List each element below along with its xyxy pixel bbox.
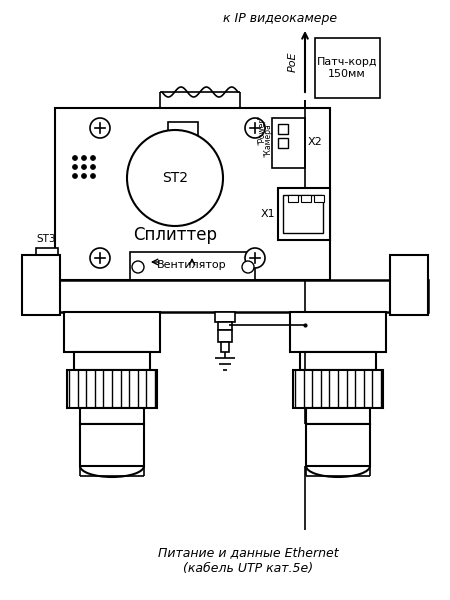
- Circle shape: [90, 248, 110, 268]
- Bar: [314, 195, 324, 202]
- Circle shape: [245, 248, 265, 268]
- Bar: [315, 38, 380, 98]
- Text: Питание и данные Ethernet: Питание и данные Ethernet: [158, 546, 338, 559]
- Bar: [22, 255, 60, 315]
- Circle shape: [90, 164, 95, 169]
- Bar: [168, 122, 198, 136]
- Bar: [80, 408, 144, 424]
- Text: X1: X1: [261, 209, 275, 219]
- Circle shape: [90, 118, 110, 138]
- Bar: [278, 138, 288, 148]
- Bar: [67, 370, 157, 408]
- Bar: [283, 195, 323, 233]
- Bar: [306, 424, 370, 466]
- Bar: [218, 322, 232, 330]
- Text: к IP видеокамере: к IP видеокамере: [223, 12, 337, 25]
- Circle shape: [127, 130, 223, 226]
- Circle shape: [72, 173, 77, 179]
- Text: Патч-корд
150мм: Патч-корд 150мм: [317, 57, 377, 79]
- Bar: [301, 195, 311, 202]
- Circle shape: [90, 155, 95, 160]
- Bar: [278, 124, 288, 134]
- Circle shape: [81, 173, 86, 179]
- Text: (кабель UTP кат.5e): (кабель UTP кат.5e): [183, 562, 313, 575]
- Bar: [288, 195, 298, 202]
- Circle shape: [245, 118, 265, 138]
- Circle shape: [81, 164, 86, 169]
- Bar: [300, 352, 376, 370]
- Text: Вентилятор: Вентилятор: [157, 260, 227, 270]
- Text: X2: X2: [308, 137, 323, 147]
- Text: "Power": "Power": [257, 115, 266, 145]
- Circle shape: [90, 173, 95, 179]
- Bar: [293, 370, 383, 408]
- Circle shape: [242, 261, 254, 273]
- Circle shape: [72, 155, 77, 160]
- Bar: [22, 280, 428, 312]
- Bar: [221, 342, 229, 352]
- Bar: [306, 408, 370, 424]
- Bar: [390, 255, 428, 315]
- Text: "Камера": "Камера": [264, 119, 273, 157]
- Bar: [80, 424, 144, 466]
- Bar: [74, 352, 150, 370]
- Text: ST3: ST3: [36, 234, 55, 244]
- Text: PoE: PoE: [288, 52, 298, 72]
- Bar: [130, 252, 255, 280]
- Bar: [218, 330, 232, 342]
- Circle shape: [132, 261, 144, 273]
- Bar: [290, 312, 386, 352]
- Bar: [278, 188, 330, 240]
- Circle shape: [72, 164, 77, 169]
- Bar: [55, 108, 330, 280]
- Bar: [272, 118, 305, 168]
- Text: Сплиттер: Сплиттер: [133, 226, 217, 244]
- Bar: [64, 312, 160, 352]
- Circle shape: [81, 155, 86, 160]
- Bar: [215, 312, 235, 322]
- Text: ST2: ST2: [162, 171, 188, 185]
- Bar: [36, 248, 58, 262]
